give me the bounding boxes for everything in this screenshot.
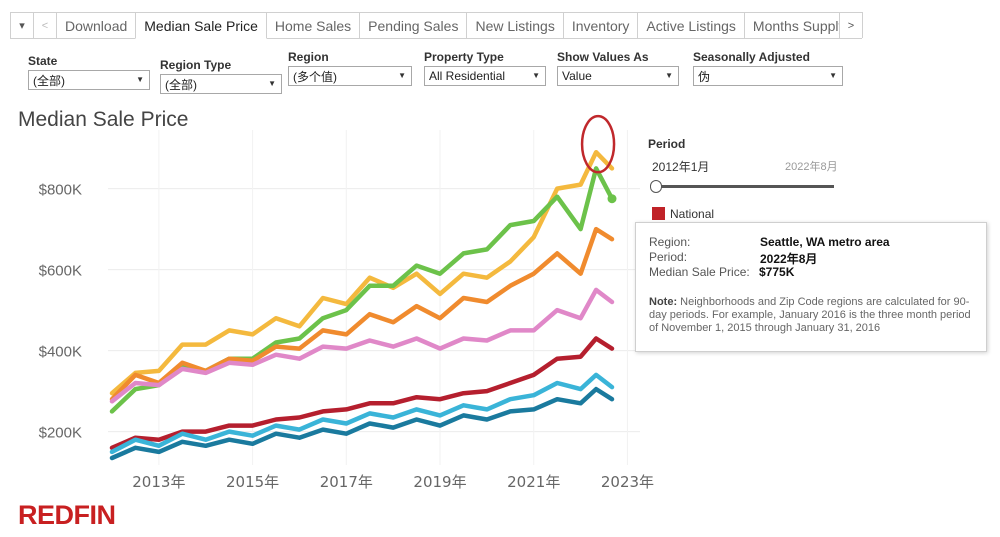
- period-end-label: 2022年8月: [785, 161, 838, 173]
- tooltip-period-value: 2022年8月: [760, 252, 818, 266]
- dropdown-caret-icon: ▼: [268, 79, 276, 88]
- seasonally-adjusted-select[interactable]: 伪 ▼: [693, 66, 843, 86]
- series-line-4[interactable]: [109, 287, 615, 404]
- filter-state: State (全部) ▼: [28, 54, 150, 90]
- tab-prev-button[interactable]: <: [33, 12, 57, 38]
- period-slider-track[interactable]: [656, 185, 834, 188]
- filter-show-values-as: Show Values As Value ▼: [557, 50, 679, 86]
- series-line-1[interactable]: [109, 149, 615, 396]
- filter-property-type-label: Property Type: [424, 50, 504, 64]
- state-select[interactable]: (全部) ▼: [28, 70, 150, 90]
- legend-label-national[interactable]: National: [670, 207, 715, 221]
- tooltip-period-label: Period:: [649, 250, 688, 264]
- dropdown-caret-icon: ▼: [665, 71, 673, 80]
- y-tick-label: $400K: [39, 344, 82, 361]
- tooltip-note-text: Neighborhoods and Zip Code regions are c…: [649, 296, 971, 334]
- tab-bar: ▾ < Download Median Sale Price Home Sale…: [10, 12, 863, 39]
- x-tick-label: 2015年: [226, 473, 279, 491]
- chevron-down-icon: ▾: [19, 20, 25, 32]
- tab-home-sales[interactable]: Home Sales: [265, 12, 361, 38]
- y-tick-label: $600K: [39, 263, 82, 280]
- tooltip-note: Note: Neighborhoods and Zip Code regions…: [649, 296, 979, 335]
- region-select-value: (多个值): [293, 69, 337, 84]
- x-tick-label: 2021年: [507, 473, 560, 491]
- region-type-select-value: (全部): [165, 77, 197, 92]
- tooltip-region-label: Region:: [649, 235, 691, 249]
- tooltip-price-label: Median Sale Price:: [649, 265, 750, 279]
- tooltip: Region: Seattle, WA metro area Period: 2…: [635, 222, 987, 352]
- tab-new-listings[interactable]: New Listings: [466, 12, 564, 38]
- series-line-5[interactable]: [109, 336, 615, 451]
- tooltip-region-value: Seattle, WA metro area: [760, 235, 890, 249]
- filter-region-label: Region: [288, 50, 329, 64]
- period-label: Period: [648, 137, 686, 151]
- tab-next-button[interactable]: >: [838, 12, 863, 38]
- dropdown-caret-icon: ▼: [532, 71, 540, 80]
- show-values-as-select[interactable]: Value ▼: [557, 66, 679, 86]
- x-tick-label: 2023年: [601, 473, 654, 491]
- tab-months-supply[interactable]: Months Supply: [743, 12, 840, 38]
- legend-swatch-national[interactable]: [652, 207, 665, 220]
- filter-region: Region (多个值) ▼: [288, 50, 412, 86]
- filter-seasonally-adjusted-label: Seasonally Adjusted: [693, 50, 810, 64]
- tooltip-note-label: Note:: [649, 296, 678, 308]
- show-values-as-select-value: Value: [562, 69, 592, 83]
- state-select-value: (全部): [33, 73, 65, 88]
- y-tick-label: $800K: [39, 182, 82, 199]
- dropdown-caret-icon: ▼: [136, 75, 144, 84]
- x-tick-label: 2013年: [132, 473, 185, 491]
- tab-median-sale-price[interactable]: Median Sale Price: [135, 12, 267, 39]
- tab-inventory[interactable]: Inventory: [562, 12, 639, 38]
- chevron-right-icon: >: [847, 19, 855, 32]
- series-line-6[interactable]: [109, 372, 615, 455]
- y-tick-label: $200K: [39, 425, 82, 442]
- peak-annotation-ellipse: [580, 114, 616, 174]
- dropdown-caret-icon: ▼: [829, 71, 837, 80]
- series-line-7[interactable]: [109, 386, 615, 461]
- x-tick-label: 2019年: [413, 473, 466, 491]
- highlighted-data-point[interactable]: [607, 194, 617, 204]
- x-tick-label: 2017年: [320, 473, 373, 491]
- period-start-label: 2012年1月: [652, 160, 710, 174]
- redfin-logo: REDFIN: [18, 500, 116, 530]
- region-type-select[interactable]: (全部) ▼: [160, 74, 282, 94]
- series-line-3[interactable]: [109, 226, 615, 402]
- filter-property-type: Property Type All Residential ▼: [424, 50, 546, 86]
- filter-region-type: Region Type (全部) ▼: [160, 54, 282, 94]
- property-type-select-value: All Residential: [429, 69, 506, 83]
- period-slider-handle[interactable]: [650, 180, 662, 193]
- tooltip-price-value: $775K: [759, 265, 795, 279]
- chart-title: Median Sale Price: [18, 108, 189, 131]
- filter-show-values-as-label: Show Values As: [557, 50, 649, 64]
- seasonally-adjusted-select-value: 伪: [698, 69, 711, 84]
- chevron-left-icon: <: [41, 19, 49, 32]
- filter-seasonally-adjusted: Seasonally Adjusted 伪 ▼: [693, 50, 843, 86]
- property-type-select[interactable]: All Residential ▼: [424, 66, 546, 86]
- filter-state-label: State: [28, 54, 58, 68]
- region-select[interactable]: (多个值) ▼: [288, 66, 412, 86]
- filter-region-type-label: Region Type: [160, 58, 232, 72]
- tab-menu-button[interactable]: ▾: [10, 12, 34, 38]
- dropdown-caret-icon: ▼: [398, 71, 406, 80]
- tab-pending-sales[interactable]: Pending Sales: [359, 12, 468, 38]
